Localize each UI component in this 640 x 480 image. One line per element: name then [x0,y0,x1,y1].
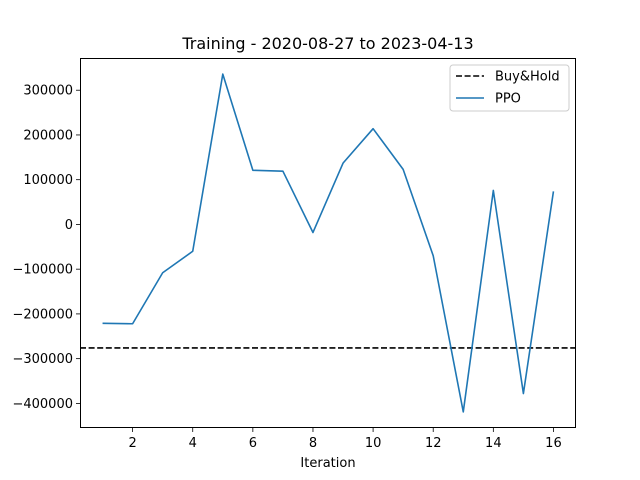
y-tick-label: 200000 [23,128,73,143]
series-line-ppo [102,73,555,413]
plot-area [80,73,576,413]
x-tick-label: 6 [249,436,257,451]
x-tick-label: 4 [189,436,197,451]
x-tick-label: 14 [485,436,502,451]
y-tick-label: 100000 [23,173,73,188]
x-tick-label: 16 [545,436,562,451]
x-tick-label: 12 [425,436,442,451]
plot-frame [80,58,576,428]
x-tick-label: 8 [309,436,317,451]
y-tick-label: 0 [65,218,73,233]
y-tick-label: −100000 [12,263,73,278]
x-tick-label: 2 [128,436,136,451]
y-tick-label: −300000 [12,352,73,367]
legend: Buy&Hold PPO [449,64,570,112]
y-tick-label: −200000 [12,307,73,322]
y-tick-label: 300000 [23,84,73,99]
legend-label: Buy&Hold [495,70,560,85]
x-tick-label: 10 [365,436,382,451]
x-axis-label: Iteration [300,456,355,471]
legend-label: PPO [495,92,521,107]
legend-frame [449,64,570,112]
axes: 2 4 6 8 10 12 14 16 −400000 −300000 −200000 −100000… [12,84,561,451]
chart-title: Training - 2020-08-27 to 2023-04-13 [181,34,473,53]
y-tick-label: −400000 [12,397,73,412]
